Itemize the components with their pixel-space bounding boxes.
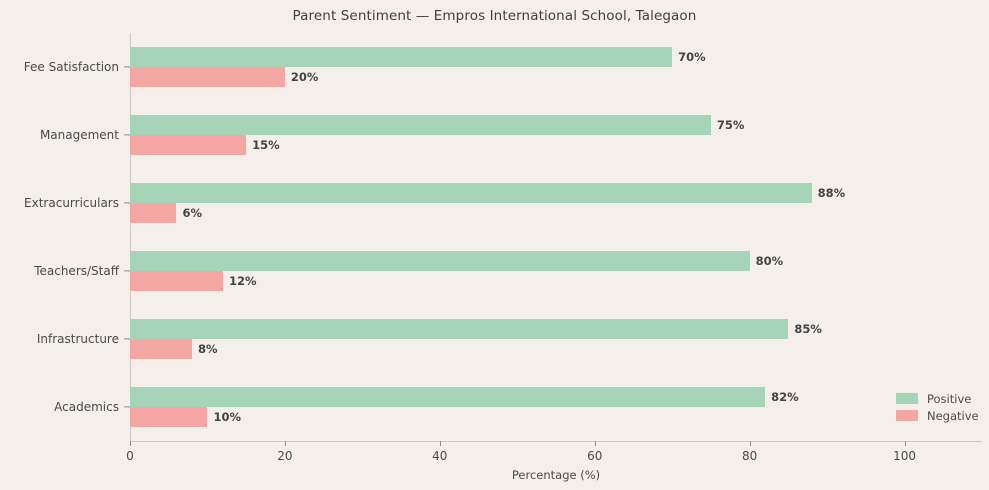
bar-value-label: 70%: [678, 50, 706, 64]
legend-label: Negative: [927, 408, 979, 423]
legend-swatch-positive: [896, 393, 918, 404]
x-axis-tick-label: 100: [893, 449, 916, 463]
x-axis-title: Percentage (%): [511, 468, 601, 482]
bar-value-label: 75%: [716, 118, 745, 132]
x-tick-mark: [130, 441, 132, 446]
x-axis-tick-label: 40: [432, 449, 448, 463]
bar-group: Infrastructure 85% 8%: [37, 319, 982, 359]
legend-label: Positive: [927, 391, 972, 406]
bar-value-label: 10%: [213, 410, 241, 424]
bar-value-label: 6%: [182, 206, 202, 220]
x-tick-mark: [749, 441, 751, 446]
bar-positive[interactable]: 85%: [130, 319, 822, 339]
y-axis-spine: [129, 33, 131, 441]
bar-value-label: 20%: [290, 70, 319, 84]
y-axis-label-infrastructure: Infrastructure: [36, 332, 119, 346]
bar-value-label: 15%: [252, 138, 280, 152]
chart-title: Parent Sentiment — Empros International …: [292, 8, 697, 24]
x-tick-mark: [904, 441, 906, 446]
bar-group: Academics 82% 10%: [54, 387, 982, 427]
y-tick-mark: [124, 134, 130, 136]
y-tick-mark: [124, 270, 130, 272]
y-tick-mark: [124, 202, 130, 204]
y-axis-label-management: Management: [39, 128, 119, 142]
bar-negative[interactable]: 10%: [130, 407, 241, 427]
bar-positive[interactable]: 70%: [130, 47, 706, 67]
x-axis-tick-label: 20: [277, 449, 293, 463]
bar-value-label: 80%: [755, 254, 784, 268]
bar-negative[interactable]: 12%: [130, 271, 256, 291]
legend-item-positive[interactable]: Positive: [896, 390, 979, 407]
bar-value-label: 82%: [771, 390, 799, 404]
bar-negative[interactable]: 6%: [130, 203, 202, 223]
legend-item-negative[interactable]: Negative: [896, 407, 979, 424]
x-tick-mark: [594, 441, 596, 446]
y-axis-label-extracurriculars: Extracurriculars: [24, 196, 119, 210]
bar-negative[interactable]: 15%: [130, 135, 280, 155]
bar-positive[interactable]: 75%: [130, 115, 744, 135]
plot-area: Academics 82% 10% Infrastructure 85% 8% Teache…: [24, 33, 982, 441]
bar-value-label: 85%: [794, 322, 822, 336]
bar-negative[interactable]: 8%: [130, 339, 217, 359]
bar-value-label: 8%: [197, 342, 218, 356]
x-axis-spine: [130, 440, 982, 442]
x-tick-mark: [439, 441, 441, 446]
y-tick-mark: [124, 66, 130, 68]
bar-group: Fee Satisfaction 70% 20%: [24, 47, 982, 87]
bar-group: Teachers/Staff 80% 12%: [34, 251, 982, 291]
legend-swatch-negative: [896, 410, 918, 421]
y-tick-mark: [124, 338, 130, 340]
x-axis-tick-label: 80: [741, 449, 758, 463]
x-axis-tick-label: 0: [126, 449, 134, 463]
y-axis-label-fee-satisfaction: Fee Satisfaction: [23, 60, 119, 74]
bar-negative[interactable]: 20%: [130, 67, 318, 87]
y-axis-label-academics: Academics: [54, 400, 119, 414]
chart-legend: Positive Negative: [896, 390, 979, 424]
bar-positive[interactable]: 80%: [130, 251, 783, 271]
y-axis-label-teachers-staff: Teachers/Staff: [34, 264, 119, 278]
bar-positive[interactable]: 82%: [130, 387, 799, 407]
y-tick-mark: [124, 406, 130, 408]
x-tick-mark: [284, 441, 287, 446]
bar-positive[interactable]: 88%: [130, 183, 845, 203]
bar-value-label: 12%: [228, 274, 257, 288]
bar-group: Management 75% 15%: [40, 115, 982, 155]
bar-group: Extracurriculars 88% 6%: [24, 183, 982, 223]
bar-value-label: 88%: [817, 186, 846, 200]
x-axis-tick-label: 60: [587, 449, 603, 463]
